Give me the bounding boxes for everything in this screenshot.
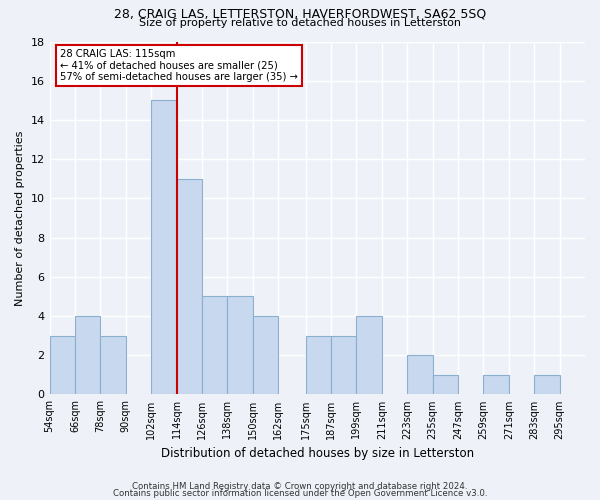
Bar [227,296,253,394]
Bar [75,316,100,394]
X-axis label: Distribution of detached houses by size in Letterston: Distribution of detached houses by size … [161,447,474,460]
Bar [305,336,331,394]
Bar [50,336,75,394]
Bar [356,316,382,394]
Text: Size of property relative to detached houses in Letterston: Size of property relative to detached ho… [139,18,461,28]
Bar [202,296,227,394]
Bar [176,179,202,394]
Text: Contains public sector information licensed under the Open Government Licence v3: Contains public sector information licen… [113,489,487,498]
Text: 28 CRAIG LAS: 115sqm
← 41% of detached houses are smaller (25)
57% of semi-detac: 28 CRAIG LAS: 115sqm ← 41% of detached h… [60,48,298,82]
Bar [100,336,126,394]
Bar [253,316,278,394]
Text: 28, CRAIG LAS, LETTERSTON, HAVERFORDWEST, SA62 5SQ: 28, CRAIG LAS, LETTERSTON, HAVERFORDWEST… [114,8,486,20]
Y-axis label: Number of detached properties: Number of detached properties [15,130,25,306]
Bar [407,355,433,395]
Text: Contains HM Land Registry data © Crown copyright and database right 2024.: Contains HM Land Registry data © Crown c… [132,482,468,491]
Bar [331,336,356,394]
Bar [151,100,176,395]
Bar [484,375,509,394]
Bar [534,375,560,394]
Bar [433,375,458,394]
